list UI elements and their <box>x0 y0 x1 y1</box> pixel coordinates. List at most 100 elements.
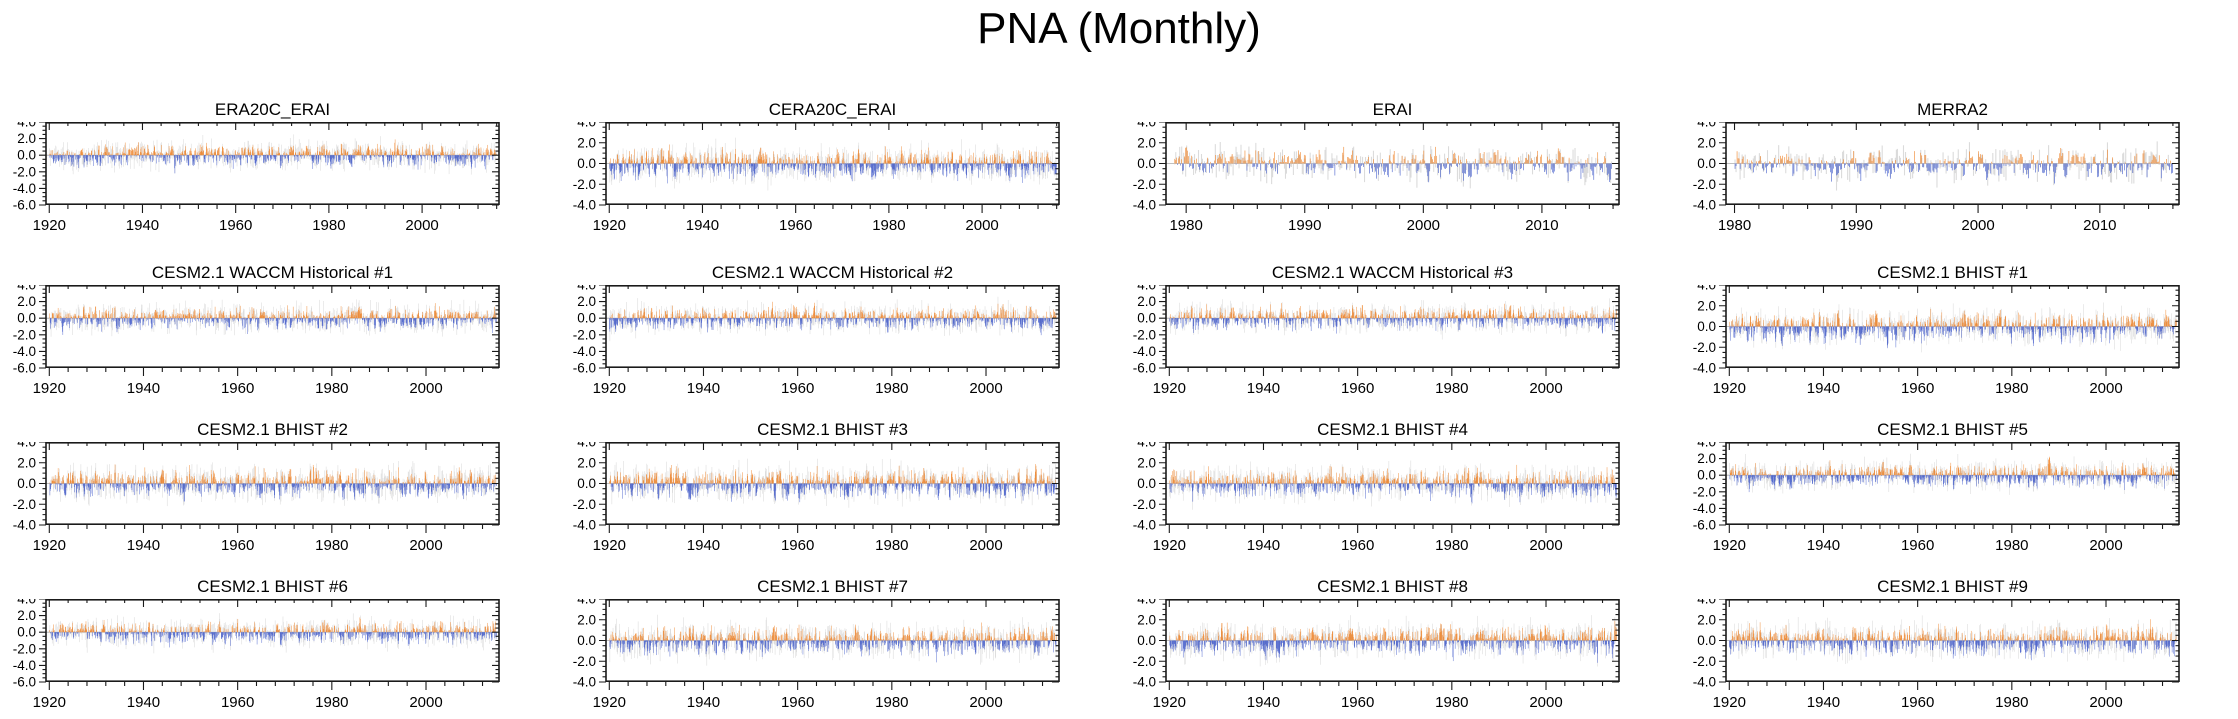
panel-5: CESM2.1 WACCM Historical #2 4.0 2.0 0.0 -2.0… <box>560 251 1119 401</box>
x-tick-label: 1980 <box>315 380 348 397</box>
x-tick-label: 1940 <box>127 537 160 554</box>
x-tick-label: 1980 <box>875 694 908 711</box>
x-tick-label: 1920 <box>593 537 626 554</box>
x-tick-label: 1920 <box>593 380 626 397</box>
x-tick-label: 1980 <box>1435 694 1468 711</box>
y-tick-label: -4.0 <box>13 518 36 533</box>
x-tick-label: 2010 <box>1525 217 1558 234</box>
axis-ticks <box>1719 442 2179 533</box>
x-tick-label: 1960 <box>1341 537 1374 554</box>
y-tick-label: 4.0 <box>17 599 36 607</box>
y-tick-label: 0.0 <box>577 156 596 171</box>
panel-plot: 4.0 2.0 0.0 -2.0 -4.0 1920 1940 1960 1980 2000 <box>1693 285 2180 397</box>
x-tick-label: 1940 <box>1247 694 1280 711</box>
panel-10: CESM2.1 BHIST #4 4.0 2.0 0.0 -2.0 -4.0 1920 194… <box>1120 408 1679 558</box>
y-tick-label: 4.0 <box>1697 599 1716 607</box>
axis-ticks <box>599 442 1059 533</box>
panel-plot: 4.0 2.0 0.0 -2.0 -4.0 1920 1940 1960 1980 2000 <box>573 122 1060 234</box>
panel-plot: 4.02.0 0.0-2.0 -4.0 -6.0 1920 1940 1960 1980 200… <box>573 285 1060 397</box>
x-tick-label: 1920 <box>1713 694 1746 711</box>
y-tick-label: 0.0 <box>577 476 596 491</box>
axis-ticks <box>1159 285 1619 376</box>
y-tick-label: 2.0 <box>577 612 596 627</box>
x-tick-label: 2000 <box>1529 694 1562 711</box>
x-tick-label: 2000 <box>409 380 442 397</box>
x-tick-label: 1940 <box>127 380 160 397</box>
axis-ticks <box>1719 599 2179 690</box>
y-tick-label: 0.0 <box>1137 476 1156 491</box>
y-tick-label: -4.0 <box>1133 675 1156 690</box>
panel-plot: 4.0 2.0 0.0 -2.0 -4.0 1980 1990 2000 2010 <box>1133 122 1620 234</box>
panel-3: MERRA2 4.0 2.0 0.0 -2.0 -4.0 1980 1990 2000 2010 <box>1680 88 2238 238</box>
y-tick-label: 2.0 <box>17 294 36 309</box>
axis-ticks <box>599 285 1059 376</box>
y-tick-label: -2.0 <box>573 497 596 512</box>
x-tick-label: 1940 <box>1247 537 1280 554</box>
y-tick-label: 2.0 <box>577 294 596 309</box>
x-tick-label: 2000 <box>409 694 442 711</box>
y-tick-label: 0.0 <box>17 148 36 163</box>
x-tick-label: 1990 <box>1840 217 1873 234</box>
y-tick-label: -6.0 <box>13 361 36 376</box>
x-tick-label: 2000 <box>2089 694 2122 711</box>
y-tick-label: 0.0 <box>1697 633 1716 648</box>
x-tick-label: 1940 <box>687 694 720 711</box>
x-tick-label: 1920 <box>33 380 66 397</box>
y-tick-label: -6.0 <box>1133 361 1156 376</box>
y-tick-label: 4.0 <box>1697 285 1716 293</box>
x-tick-label: 1960 <box>1901 380 1934 397</box>
panel-plot: 4.0 2.0 0.0 -2.0 -4.0 1920 1940 1960 1980 2000 <box>1133 442 1620 554</box>
y-tick-label: -4.0 <box>1133 518 1156 533</box>
panel-title: CESM2.1 BHIST #1 <box>1877 263 2028 282</box>
y-tick-label: 0.0 <box>1137 311 1156 326</box>
x-tick-label: 1920 <box>1153 694 1186 711</box>
x-tick-label: 2000 <box>969 537 1002 554</box>
y-tick-label: 2.0 <box>1137 455 1156 470</box>
y-tick-label: 0.0 <box>1697 156 1716 171</box>
y-tick-label: 2.0 <box>577 135 596 150</box>
x-tick-label: 1980 <box>315 694 348 711</box>
panel-title: CESM2.1 WACCM Historical #1 <box>151 263 394 282</box>
y-tick-label: 4.0 <box>1137 599 1156 607</box>
panel-7: CESM2.1 BHIST #1 4.0 2.0 0.0 -2.0 -4.0 1920 194… <box>1680 251 2238 401</box>
x-tick-label: 1920 <box>33 537 66 554</box>
x-tick-label: 1960 <box>221 537 254 554</box>
panel-title: CESM2.1 BHIST #7 <box>757 577 908 596</box>
y-tick-label: 4.0 <box>1137 285 1156 293</box>
panel-plot: 4.0 2.0 0.0 -2.0 -4.0 1920 1940 1960 1980 2000 <box>1693 599 2180 711</box>
y-tick-label: -2.0 <box>573 654 596 669</box>
y-tick-label: 4.0 <box>1697 442 1716 450</box>
x-tick-label: 1980 <box>1718 217 1751 234</box>
x-tick-label: 1940 <box>1807 380 1840 397</box>
panel-8: CESM2.1 BHIST #2 4.0 2.0 0.0 -2.0 -4.0 1920 194… <box>0 408 559 558</box>
y-tick-label: 4.0 <box>17 285 36 293</box>
x-tick-label: 2000 <box>969 694 1002 711</box>
axis-ticks <box>1719 122 2179 213</box>
panel-title: MERRA2 <box>1917 100 1988 119</box>
panel-plot: 4.0 2.0 0.0 -2.0 -4.0 1920 1940 1960 1980 2000 <box>573 599 1060 711</box>
y-tick-label: 0.0 <box>1697 319 1716 334</box>
panel-title: CESM2.1 WACCM Historical #2 <box>711 263 954 282</box>
y-tick-label: -2.0 <box>13 164 36 179</box>
panel-12: CESM2.1 BHIST #6 4.0 2.0 0.0 -2.0 -4.0 -6.0 192… <box>0 565 559 715</box>
x-tick-label: 2000 <box>969 380 1002 397</box>
y-tick-label: 4.0 <box>577 442 596 450</box>
x-tick-label: 1960 <box>1341 380 1374 397</box>
x-tick-label: 2000 <box>1961 217 1994 234</box>
panel-15: CESM2.1 BHIST #9 4.0 2.0 0.0 -2.0 -4.0 1920 194… <box>1680 565 2238 715</box>
x-tick-label: 1940 <box>687 537 720 554</box>
panel-1: CERA20C_ERAI 4.0 2.0 0.0 -2.0 -4.0 1920 1940 196… <box>560 88 1119 238</box>
x-tick-label: 1980 <box>872 217 905 234</box>
x-tick-label: 1980 <box>1995 694 2028 711</box>
x-tick-label: 1940 <box>1807 694 1840 711</box>
y-tick-label: -4.0 <box>1693 675 1716 690</box>
panel-plot: 4.02.0 0.0-2.0 -4.0 -6.0 1920 1940 1960 1980 200… <box>13 285 500 397</box>
x-tick-label: 1980 <box>312 217 345 234</box>
y-tick-label: 0.0 <box>17 625 36 640</box>
y-tick-label: 2.0 <box>1137 135 1156 150</box>
panel-title: CERA20C_ERAI <box>768 100 897 119</box>
x-tick-label: 1960 <box>1341 694 1374 711</box>
y-tick-label: 2.0 <box>1697 298 1716 313</box>
axis-ticks <box>599 599 1059 690</box>
page-title: PNA (Monthly) <box>977 4 1261 53</box>
